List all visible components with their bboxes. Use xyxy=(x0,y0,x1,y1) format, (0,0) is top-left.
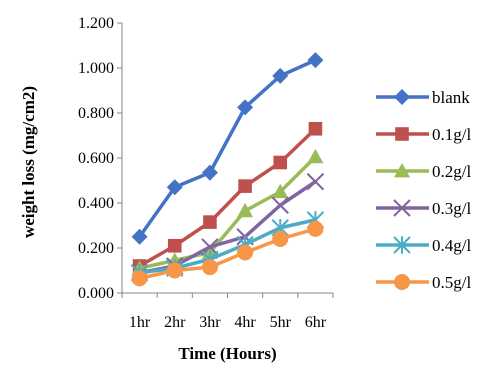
legend-marker xyxy=(393,236,411,254)
data-point xyxy=(308,121,323,136)
legend-label: 0.3g/l xyxy=(432,199,471,218)
x-axis-title: Time (Hours) xyxy=(178,344,276,363)
legend-item: 0.1g/l xyxy=(376,125,471,144)
data-point xyxy=(237,202,254,218)
y-axis: 0.000 0.200 0.400 0.600 0.800 1.000 1.200 xyxy=(78,15,123,302)
legend-label: 0.5g/l xyxy=(432,273,471,292)
legend-marker xyxy=(395,127,409,141)
x-tick-label: 2hr xyxy=(164,314,186,331)
legend-marker xyxy=(394,163,410,178)
legend-label: 0.1g/l xyxy=(432,125,471,144)
data-point xyxy=(201,238,219,256)
legend-label: 0.4g/l xyxy=(432,236,471,255)
legend-marker xyxy=(394,274,410,290)
data-point xyxy=(307,148,324,164)
legend-item: 0.3g/l xyxy=(376,199,471,218)
data-point xyxy=(273,155,288,170)
data-point xyxy=(131,270,148,287)
data-point xyxy=(166,179,183,196)
data-point xyxy=(307,52,324,69)
legend-item: 0.4g/l xyxy=(376,236,471,255)
x-tick-label: 1hr xyxy=(129,314,151,331)
legend-label: 0.2g/l xyxy=(432,162,471,181)
data-point xyxy=(237,244,254,261)
x-tick-label: 5hr xyxy=(270,314,292,331)
y-tick-label: 0.200 xyxy=(78,240,114,257)
series-line xyxy=(139,218,316,275)
data-point xyxy=(306,172,325,191)
data-point xyxy=(203,215,217,229)
legend-marker xyxy=(394,89,410,105)
legend-item: blank xyxy=(376,88,470,107)
y-tick-label: 1.200 xyxy=(78,15,114,32)
data-point xyxy=(238,179,252,193)
x-tick-label: 3hr xyxy=(199,314,221,331)
y-axis-title: weight loss (mg/cm2) xyxy=(19,86,38,238)
y-tick-label: 1.000 xyxy=(78,60,114,77)
data-point xyxy=(272,67,289,84)
y-tick-label: 0.800 xyxy=(78,105,114,122)
data-point xyxy=(167,238,182,253)
legend-item: 0.5g/l xyxy=(376,273,471,292)
series-line xyxy=(138,58,317,238)
series-blank xyxy=(131,52,324,245)
y-tick-label: 0.000 xyxy=(78,285,114,302)
data-point xyxy=(166,262,183,279)
y-tick-label: 0.400 xyxy=(78,195,114,212)
legend-label: blank xyxy=(432,88,470,107)
legend: blank 0.1g/l 0.2g/l 0.3g/l 0.4g/l 0.5g/l xyxy=(376,88,471,292)
data-point xyxy=(272,231,289,247)
data-point xyxy=(131,228,148,245)
plot-area xyxy=(130,52,325,287)
data-point xyxy=(307,220,324,237)
x-tick-label: 4hr xyxy=(234,314,256,331)
data-point xyxy=(201,259,218,276)
y-tick-label: 0.600 xyxy=(78,150,114,167)
data-point xyxy=(237,99,254,116)
data-point xyxy=(201,164,218,181)
series-0.4g/l xyxy=(130,211,325,282)
legend-marker xyxy=(393,199,411,217)
series-0.5g/l xyxy=(131,220,324,287)
data-point xyxy=(272,183,289,199)
x-tick-label: 6hr xyxy=(305,314,327,331)
x-axis: 1hr 2hr 3hr 4hr 5hr 6hr xyxy=(121,292,334,331)
data-point xyxy=(271,196,289,214)
legend-item: 0.2g/l xyxy=(376,162,471,181)
